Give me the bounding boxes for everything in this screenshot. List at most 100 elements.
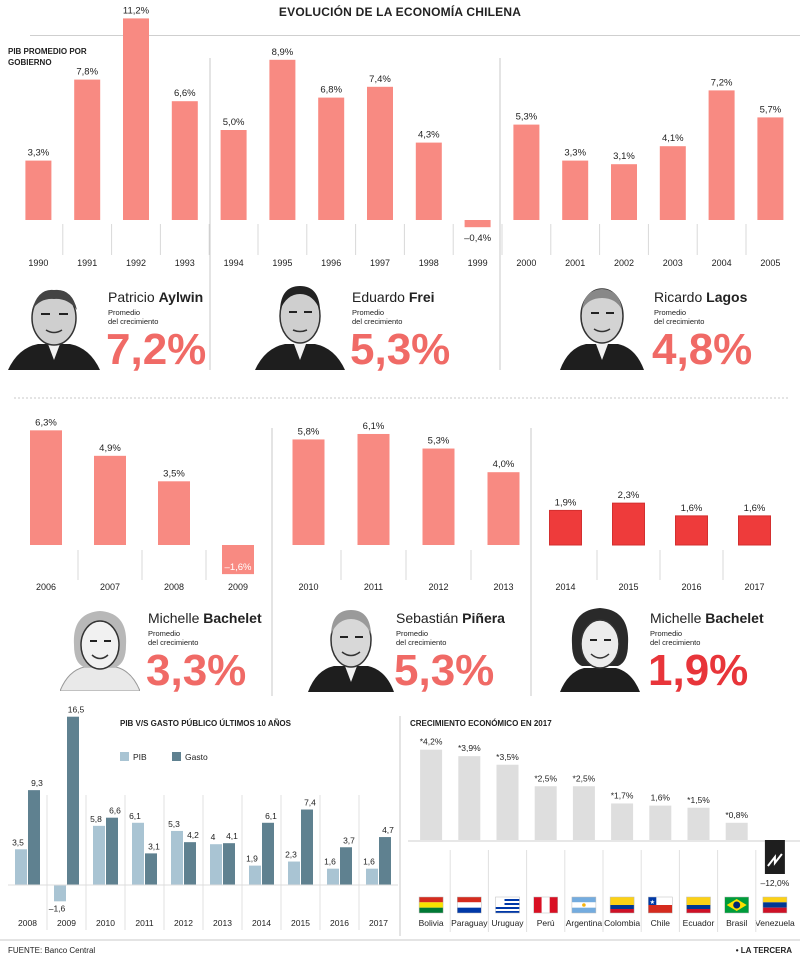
pib-bar-2010 — [93, 825, 105, 885]
flag-canton — [495, 897, 505, 905]
flag-band — [648, 897, 673, 905]
portrait-aylwin — [8, 282, 100, 375]
flag-band — [610, 905, 635, 909]
x-tick-label: 2015 — [618, 582, 638, 592]
bar-value-label: *0,8% — [725, 810, 748, 820]
pib-bar-2011 — [132, 822, 144, 885]
bar-value-label: *2,5% — [534, 773, 557, 783]
bar-2003 — [659, 146, 686, 220]
flag-band — [686, 897, 711, 905]
pib-bar-2014 — [249, 865, 261, 885]
source-label: FUENTE: — [8, 946, 43, 955]
average-label: Promedio — [396, 629, 428, 638]
x-tick-label: 2010 — [96, 918, 115, 928]
average-value: 5,3% — [350, 325, 450, 374]
portrait-pinera — [308, 602, 394, 697]
x-tick-label: 2006 — [36, 582, 56, 592]
x-tick-label: 2016 — [681, 582, 701, 592]
bar-1994 — [220, 130, 247, 220]
first-name: Ricardo — [654, 289, 706, 305]
country-label: Paraguay — [451, 918, 488, 928]
bar-value-label: 4,3% — [418, 130, 440, 141]
x-tick-label: 2014 — [252, 918, 271, 928]
bar-Colombia — [611, 803, 634, 840]
flag-globe — [733, 901, 741, 909]
x-tick-label: 1993 — [175, 258, 195, 268]
bar-2004 — [708, 90, 735, 221]
x-tick-label: 2014 — [555, 582, 575, 592]
bar-2012 — [422, 448, 455, 545]
bar-2016 — [675, 515, 708, 546]
x-tick-label: 1996 — [321, 258, 341, 268]
bar-value-label: 1,9% — [555, 497, 577, 508]
x-tick-label: 2012 — [174, 918, 193, 928]
flag-icon-venezuela — [762, 896, 788, 914]
bar-2000 — [513, 124, 540, 220]
page-title: EVOLUCIÓN DE LA ECONOMÍA CHILENA — [278, 5, 522, 19]
government-name: Michelle Bachelet — [650, 610, 764, 626]
last-name: Bachelet — [705, 610, 764, 626]
average-label: del crecimiento — [148, 638, 198, 647]
bar-value-label: 6,1% — [363, 421, 385, 432]
bar-2017 — [738, 515, 771, 546]
bar-value-label: 1,6 — [324, 857, 336, 867]
first-name: Patricio — [108, 289, 159, 305]
flag-icon-chile: ★ — [648, 896, 673, 914]
flag-band — [610, 897, 635, 905]
bar-Bolivia — [420, 749, 443, 840]
flag-border — [762, 896, 788, 914]
country-label: Chile — [651, 918, 671, 928]
bar-value-label: 4,2 — [187, 830, 199, 840]
portrait-frei — [255, 280, 345, 375]
country-label: Brasil — [726, 918, 747, 928]
average-label: Promedio — [108, 308, 140, 317]
bar-value-label: 16,5 — [68, 705, 85, 715]
regional-growth-chart: CRECIMIENTO ECONÓMICO EN 2017 *4,2% Bolivi… — [408, 719, 800, 932]
bar-value-label: 1,6% — [744, 503, 766, 514]
bar-value-label: –0,4% — [464, 233, 491, 244]
country-label: Ecuador — [683, 918, 715, 928]
gasto-bar-2012 — [184, 842, 196, 885]
country-label: Colombia — [604, 918, 640, 928]
flag-band — [419, 902, 444, 908]
bar-value-label: 7,8% — [76, 67, 98, 78]
bar-2009 — [222, 545, 254, 575]
bar-1997 — [367, 86, 393, 220]
flag-band — [457, 902, 482, 908]
bar-Argentina — [572, 786, 595, 840]
bar-1996 — [318, 97, 345, 220]
average-label: del crecimiento — [108, 317, 158, 326]
gasto-bar-2015 — [301, 809, 313, 885]
flag-canton — [648, 897, 657, 905]
bar-value-label: 3,3% — [28, 148, 50, 159]
flag-icon-colombia — [609, 896, 635, 914]
x-tick-label: 2008 — [164, 582, 184, 592]
flag-border — [533, 896, 558, 914]
last-name: Frei — [409, 289, 435, 305]
country-label: Venezuela — [755, 918, 795, 928]
flag-icon-paraguay — [457, 896, 482, 914]
bar-2011 — [357, 433, 390, 545]
x-tick-label: 2013 — [493, 582, 513, 592]
bar-value-label: 1,6 — [363, 857, 375, 867]
x-tick-label: 1992 — [126, 258, 146, 268]
x-tick-label: 2007 — [100, 582, 120, 592]
flag-icon-argentina — [571, 896, 597, 914]
bar-value-label: 11,2% — [123, 5, 150, 16]
bar-value-label: 2,3 — [285, 850, 297, 860]
pib-bar-2015 — [288, 861, 300, 885]
x-tick-label: 2011 — [135, 918, 154, 928]
regional-chart-title: CRECIMIENTO ECONÓMICO EN 2017 — [410, 719, 552, 728]
first-name: Eduardo — [352, 289, 409, 305]
bar-value-label: *3,9% — [458, 743, 481, 753]
bar-Brasil — [725, 822, 748, 840]
flag-band — [419, 897, 444, 903]
country-label: Uruguay — [491, 918, 524, 928]
bar-value-label: 5,3% — [516, 112, 538, 123]
flag-border — [418, 896, 444, 914]
axis-break-icon — [767, 853, 783, 867]
average-label: del crecimiento — [654, 317, 704, 326]
portrait-lagos — [560, 280, 644, 375]
flag-icon-bolivia — [418, 896, 444, 914]
